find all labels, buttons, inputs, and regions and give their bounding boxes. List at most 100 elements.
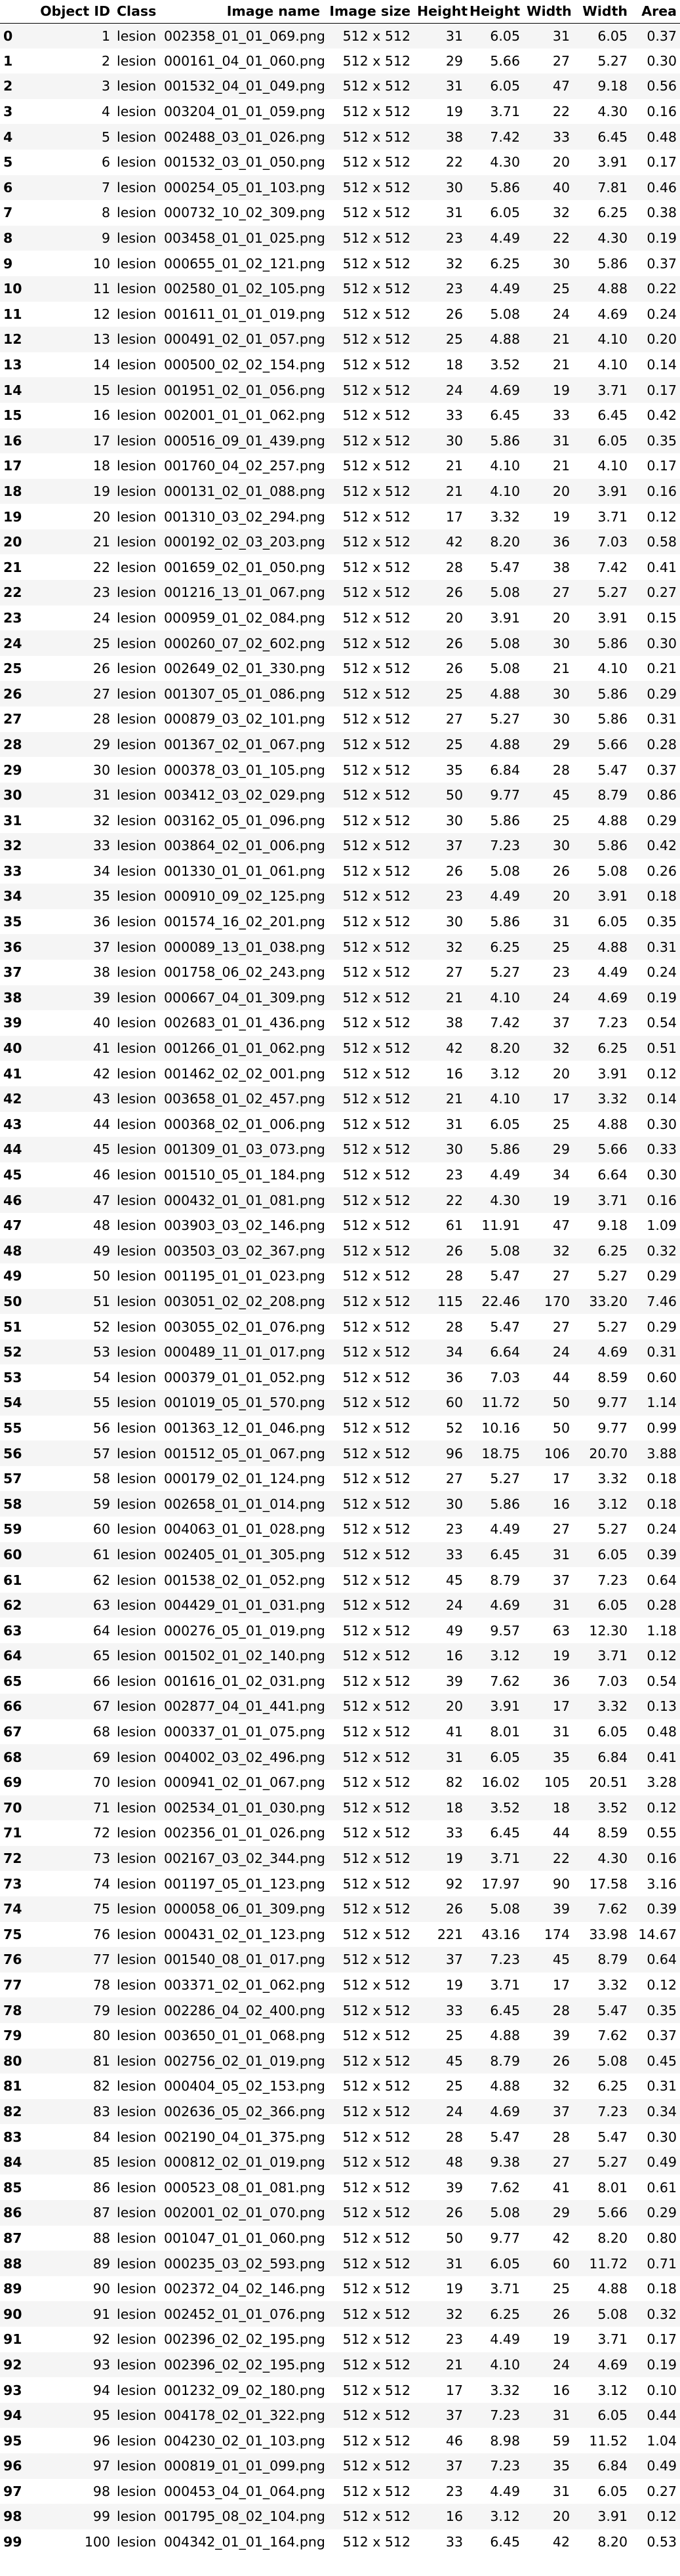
- cell-index: 12: [3, 331, 22, 348]
- cell-width-px: 30: [552, 711, 570, 727]
- cell-height-px: 24: [445, 2103, 463, 2119]
- table-row: 71 72 lesion 002356_01_01_026.png 512 x 512 3…: [0, 1820, 680, 1846]
- cell-index: 48: [3, 1242, 22, 1259]
- cell-width-mm: 4.30: [597, 104, 628, 120]
- table-row: 92 93 lesion 002396_02_02_195.png 512 x 512 2…: [0, 2352, 680, 2378]
- cell-index: 53: [3, 1369, 22, 1385]
- cell-height-px: 33: [445, 1546, 463, 1563]
- cell-height-px: 37: [445, 2458, 463, 2474]
- cell-height-px: 21: [445, 483, 463, 499]
- cell-image-size: 512 x 512: [342, 888, 410, 905]
- table-row: 88 89 lesion 000235_03_02_593.png 512 x 512 3…: [0, 2251, 680, 2276]
- cell-height-px: 45: [445, 2053, 463, 2069]
- cell-object-id: 94: [92, 2382, 110, 2398]
- cell-width-mm: 3.12: [597, 2382, 628, 2398]
- table-row: 96 97 lesion 000819_01_01_099.png 512 x 512 3…: [0, 2453, 680, 2479]
- cell-object-id: 87: [92, 2205, 110, 2221]
- cell-image-size: 512 x 512: [342, 281, 410, 297]
- cell-index: 52: [3, 1344, 22, 1360]
- cell-area: 0.28: [647, 736, 677, 752]
- cell-object-id: 57: [92, 1445, 110, 1462]
- cell-object-id: 26: [92, 661, 110, 677]
- cell-class: lesion: [117, 1192, 157, 1208]
- cell-index: 14: [3, 382, 22, 398]
- cell-index: 44: [3, 1141, 22, 1158]
- cell-image-name: 002658_01_01_014.png: [164, 1496, 325, 1512]
- cell-height-mm: 6.45: [490, 1546, 520, 1563]
- cell-height-px: 50: [445, 2230, 463, 2246]
- cell-width-mm: 4.10: [597, 357, 628, 373]
- cell-height-mm: 6.05: [490, 205, 520, 221]
- header-image-size: Image size: [323, 0, 414, 24]
- cell-width-px: 31: [552, 1724, 570, 1740]
- cell-width-px: 41: [552, 2179, 570, 2196]
- cell-area: 0.80: [647, 2230, 677, 2246]
- cell-index: 64: [3, 1648, 22, 1664]
- cell-image-name: 002405_01_01_305.png: [164, 1546, 325, 1563]
- cell-area: 0.29: [647, 1319, 677, 1335]
- cell-height-mm: 4.88: [490, 736, 520, 752]
- cell-width-px: 44: [552, 1369, 570, 1385]
- cell-image-name: 004063_01_01_028.png: [164, 1521, 325, 1538]
- cell-width-px: 30: [552, 838, 570, 854]
- cell-area: 0.16: [647, 104, 677, 120]
- cell-width-mm: 6.05: [597, 2483, 628, 2499]
- cell-area: 0.31: [647, 939, 677, 955]
- cell-class: lesion: [117, 989, 157, 1006]
- cell-index: 21: [3, 559, 22, 575]
- cell-object-id: 64: [92, 1622, 110, 1639]
- cell-class: lesion: [117, 205, 157, 221]
- cell-area: 0.48: [647, 129, 677, 145]
- cell-height-mm: 7.42: [490, 1015, 520, 1031]
- cell-image-name: 000453_04_01_064.png: [164, 2483, 325, 2499]
- cell-width-px: 20: [552, 483, 570, 499]
- cell-object-id: 10: [92, 255, 110, 272]
- cell-height-mm: 3.52: [490, 1799, 520, 1816]
- cell-image-name: 002649_02_01_330.png: [164, 661, 325, 677]
- cell-width-px: 50: [552, 1395, 570, 1411]
- cell-width-px: 22: [552, 230, 570, 247]
- cell-height-mm: 4.49: [490, 1167, 520, 1183]
- cell-height-mm: 3.91: [490, 609, 520, 626]
- cell-height-mm: 4.49: [490, 2331, 520, 2348]
- cell-height-mm: 6.05: [490, 28, 520, 44]
- cell-index: 67: [3, 1724, 22, 1740]
- cell-image-size: 512 x 512: [342, 609, 410, 626]
- cell-object-id: 22: [92, 559, 110, 575]
- cell-index: 72: [3, 1850, 22, 1867]
- cell-width-mm: 6.84: [597, 1749, 628, 1765]
- cell-image-size: 512 x 512: [342, 1167, 410, 1183]
- cell-class: lesion: [117, 1395, 157, 1411]
- cell-area: 0.17: [647, 154, 677, 171]
- cell-class: lesion: [117, 1242, 157, 1259]
- cell-image-name: 001330_01_01_061.png: [164, 863, 325, 879]
- cell-height-px: 19: [445, 1977, 463, 1993]
- cell-image-name: 000276_05_01_019.png: [164, 1622, 325, 1639]
- table-row: 99 100 lesion 004342_01_01_164.png 512 x 512…: [0, 2529, 680, 2555]
- cell-image-size: 512 x 512: [342, 2458, 410, 2474]
- cell-class: lesion: [117, 661, 157, 677]
- cell-area: 0.12: [647, 508, 677, 525]
- cell-object-id: 11: [92, 281, 110, 297]
- cell-height-mm: 4.88: [490, 685, 520, 702]
- cell-image-name: 000378_03_01_105.png: [164, 762, 325, 778]
- cell-image-size: 512 x 512: [342, 584, 410, 601]
- cell-height-px: 49: [445, 1622, 463, 1639]
- cell-object-id: 30: [92, 762, 110, 778]
- cell-width-mm: 5.47: [597, 2002, 628, 2018]
- cell-area: 0.17: [647, 458, 677, 474]
- cell-height-mm: 8.79: [490, 1572, 520, 1588]
- cell-image-size: 512 x 512: [342, 1952, 410, 1968]
- cell-height-px: 33: [445, 2534, 463, 2550]
- cell-width-mm: 5.27: [597, 2154, 628, 2171]
- cell-object-id: 99: [92, 2508, 110, 2525]
- cell-object-id: 77: [92, 1952, 110, 1968]
- cell-height-px: 28: [445, 1268, 463, 1284]
- cell-object-id: 38: [92, 964, 110, 981]
- cell-height-mm: 8.01: [490, 1724, 520, 1740]
- cell-class: lesion: [117, 306, 157, 322]
- cell-width-mm: 6.05: [597, 28, 628, 44]
- cell-image-name: 001760_04_02_257.png: [164, 458, 325, 474]
- cell-class: lesion: [117, 1926, 157, 1942]
- cell-index: 31: [3, 812, 22, 828]
